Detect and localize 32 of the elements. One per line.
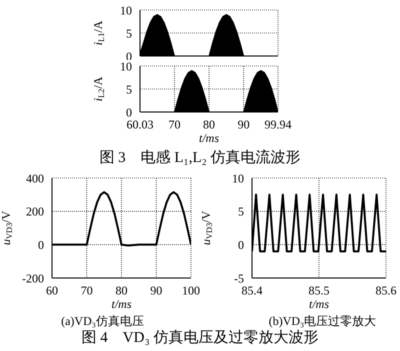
x-tick-label: 85.5 [308,284,330,298]
y-tick-label: 10 [120,3,132,18]
y-tick-label: 10 [232,171,244,186]
x-axis-title: t/ms [308,297,330,311]
y-tick-label: 0 [238,238,244,252]
x-axis-title: t/ms [198,131,220,145]
y-tick-label: 0 [38,238,44,252]
x-tick-label: 80 [203,118,216,132]
y-tick-label: 5 [126,82,132,96]
y-tick-label: 400 [26,171,44,186]
caption: 图 4 VD₃ 仿真电压及过零放大波形 [80,330,320,347]
text: (b)VD₃电压过零放大 [268,313,378,330]
x-tick-label: 85.4 [242,284,262,298]
caption: 图 3 电感 L₁,L₂ 仿真电流波形 [98,150,302,167]
x-tick-label: 60.03 [126,118,154,132]
y-tick-label: 5 [126,26,132,40]
x-tick-label: 60 [46,284,58,298]
x-tick-label: 70 [80,284,93,298]
x-tick-label: 80 [116,284,128,298]
x-tick-label: 90 [238,118,250,132]
text: (a)VD₃仿真电压 [60,313,145,330]
x-axis-title: t/ms [111,297,132,311]
x-tick-label: 85.6 [376,284,396,298]
x-tick-label: 70 [168,118,180,132]
y-tick-label: 5 [238,204,244,219]
x-tick-label: 90 [150,284,162,298]
y-tick-label: 200 [26,204,44,219]
x-tick-label: 99.94 [264,118,292,132]
y-tick-label: 0 [126,105,132,120]
x-tick-label: 100 [182,284,200,298]
y-tick-label: -5 [234,271,244,286]
y-tick-label: -200 [22,271,44,286]
